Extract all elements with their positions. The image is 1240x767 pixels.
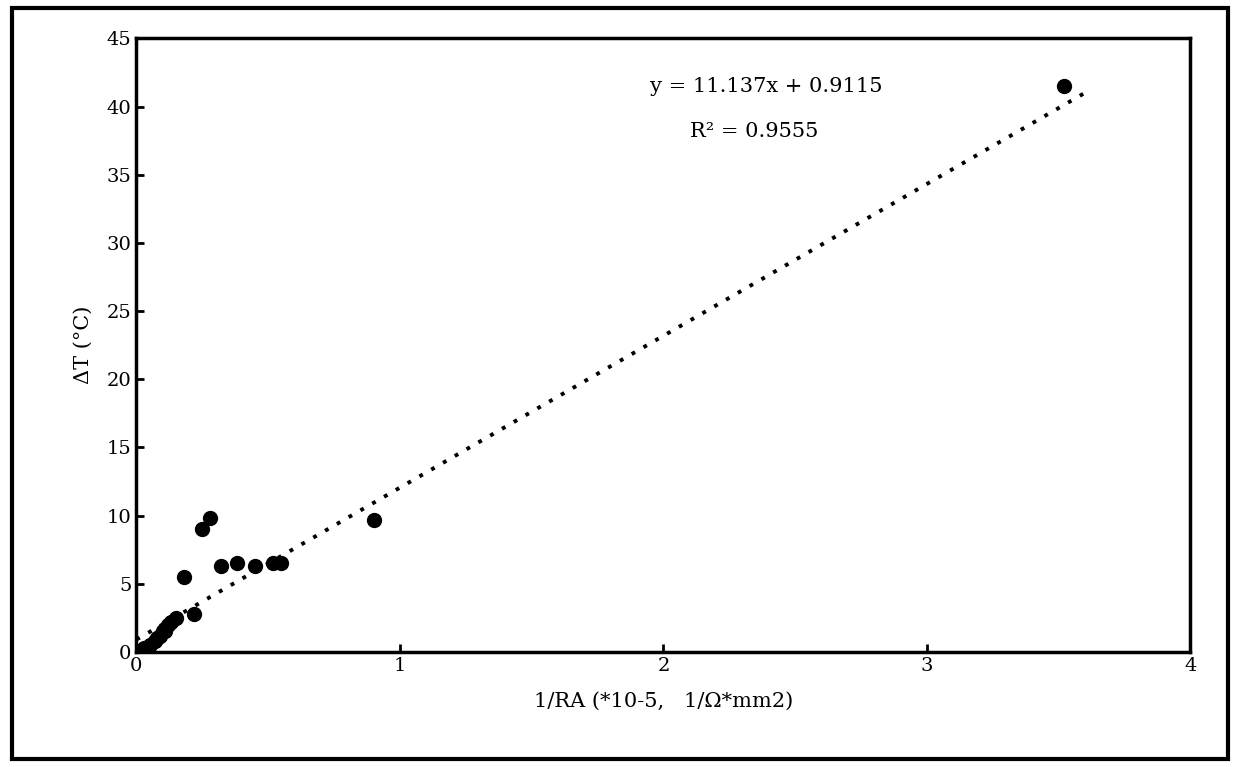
Point [161,616,181,628]
Point [211,560,231,572]
Point [155,625,175,637]
Point [227,557,247,569]
Point [1054,80,1074,92]
Y-axis label: ΔT (°C): ΔT (°C) [73,306,93,384]
Point [153,625,172,637]
Point [185,607,205,620]
Point [148,632,167,644]
Point [140,639,160,651]
Point [150,630,170,642]
Point [134,642,154,654]
Point [174,571,193,583]
Point [246,560,265,572]
Point [166,612,186,624]
Point [192,523,212,535]
X-axis label: 1/RA (*10-5,   1/Ω*mm2): 1/RA (*10-5, 1/Ω*mm2) [533,692,794,710]
Text: R² = 0.9555: R² = 0.9555 [689,122,818,140]
Point [201,512,221,525]
Point [157,618,179,630]
Point [363,514,383,526]
Point [145,635,165,647]
Point [263,557,283,569]
Point [272,557,291,569]
Text: y = 11.137x + 0.9115: y = 11.137x + 0.9115 [650,77,883,96]
